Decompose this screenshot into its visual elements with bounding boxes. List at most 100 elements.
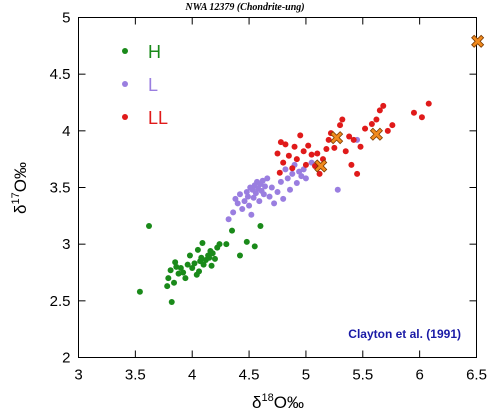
point-ll: [280, 159, 287, 166]
point-h: [191, 260, 198, 267]
point-h: [194, 246, 201, 253]
point-ll: [339, 116, 346, 123]
point-l: [298, 173, 305, 180]
x-tick-label: 4: [188, 367, 196, 384]
point-l: [259, 177, 266, 184]
point-l: [250, 194, 257, 201]
sample-cross-marker: [369, 127, 383, 141]
point-ll: [308, 151, 315, 158]
point-h: [184, 261, 191, 268]
point-h: [208, 262, 215, 269]
point-l: [274, 189, 281, 196]
point-l: [246, 202, 253, 209]
point-h: [177, 264, 184, 271]
point-h: [167, 267, 174, 274]
point-l: [239, 206, 246, 213]
sample-cross-marker: [314, 159, 328, 173]
sample-cross-marker: [330, 131, 344, 145]
legend-label-l: L: [148, 75, 158, 95]
point-l: [244, 193, 251, 200]
point-h: [223, 241, 230, 248]
y-tick-label: 5: [62, 10, 70, 27]
point-ll: [376, 107, 383, 114]
point-h: [206, 254, 213, 261]
point-h: [196, 268, 203, 275]
point-l: [232, 195, 239, 202]
y-tick-label: 2.5: [50, 293, 71, 310]
x-axis-label: δ18O‰: [252, 392, 304, 412]
point-h: [175, 270, 182, 277]
chart-title: NWA 12379 (Chondrite-ung): [184, 2, 304, 13]
point-l: [287, 186, 294, 193]
point-l: [300, 166, 307, 173]
point-h: [198, 254, 205, 261]
point-l: [302, 175, 309, 182]
y-tick-label: 2: [62, 350, 70, 367]
y-axis-label: δ17O‰: [10, 162, 30, 214]
point-ll: [291, 143, 298, 150]
y-tick-label: 3: [62, 236, 70, 253]
point-ll: [331, 144, 338, 151]
point-ll: [305, 142, 312, 149]
point-ll: [362, 125, 369, 132]
point-h: [200, 261, 207, 268]
point-h: [165, 275, 172, 282]
point-ll: [346, 133, 353, 140]
point-ll: [418, 114, 425, 121]
point-h: [168, 298, 175, 305]
point-h: [146, 223, 153, 230]
x-tick-label: 4.5: [239, 367, 260, 384]
point-l: [256, 198, 263, 205]
x-tick-label: 6: [415, 367, 423, 384]
point-h: [236, 252, 243, 259]
sample-cross-marker: [471, 34, 485, 48]
point-ll: [357, 143, 364, 150]
point-ll: [389, 122, 396, 129]
point-h: [251, 243, 258, 250]
point-l: [293, 179, 300, 186]
point-l: [225, 216, 232, 223]
x-tick-label: 5: [302, 367, 310, 384]
plot-area: [78, 17, 477, 358]
point-h: [189, 264, 196, 271]
point-ll: [316, 170, 323, 177]
legend: H L LL: [122, 42, 168, 128]
axis-ticks: 3 3.5 4 4.5 5 5.5 6 6.5 2 2.5 3 3.5 4 4.5 5: [50, 10, 487, 384]
legend-marker-h: [122, 48, 128, 54]
point-h: [229, 227, 236, 234]
y-tick-label: 4.5: [50, 66, 71, 83]
point-h: [173, 263, 180, 270]
data-points: [136, 34, 485, 305]
point-ll: [285, 152, 292, 159]
point-ll: [342, 148, 349, 155]
point-ll: [302, 161, 309, 168]
source-annotation: Clayton et al. (1991): [348, 327, 461, 341]
point-l: [234, 200, 241, 207]
point-ll: [380, 102, 387, 109]
point-l: [236, 191, 243, 198]
point-h: [186, 252, 193, 259]
point-h: [216, 241, 223, 248]
y-tick-label: 4: [62, 123, 70, 140]
point-l: [277, 178, 284, 185]
point-ll: [384, 127, 391, 134]
legend-marker-l: [122, 81, 128, 87]
point-h: [209, 250, 216, 257]
point-l: [248, 211, 255, 218]
point-l: [289, 170, 296, 177]
point-h: [199, 240, 206, 247]
point-l: [252, 190, 259, 197]
point-l: [260, 191, 267, 198]
point-l: [243, 189, 250, 196]
x-tick-label: 5.5: [352, 367, 373, 384]
point-ll: [300, 148, 307, 155]
x-tick-label: 3.5: [125, 367, 146, 384]
point-h: [180, 269, 187, 276]
point-ll: [350, 136, 357, 143]
x-tick-label: 3: [74, 367, 82, 384]
point-h: [171, 279, 178, 286]
point-h: [182, 275, 189, 282]
point-ll: [410, 109, 417, 116]
point-l: [284, 175, 291, 182]
